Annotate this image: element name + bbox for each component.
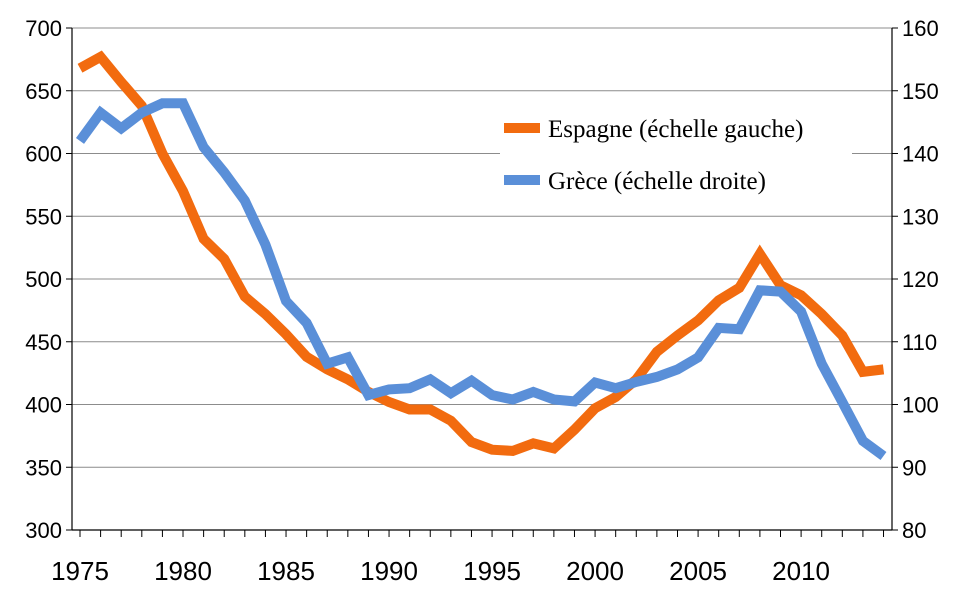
series-lines — [75, 50, 887, 461]
x-tick-label: 1995 — [463, 556, 521, 586]
series-line-grece — [75, 98, 887, 461]
y-right-tick-label: 90 — [902, 455, 926, 480]
y-left-tick-label: 500 — [25, 267, 62, 292]
y-right-tick-label: 150 — [902, 79, 939, 104]
y-left-tick-label: 350 — [25, 455, 62, 480]
x-tick-label: 1980 — [154, 556, 212, 586]
legend-label-grece: Grèce (échelle droite) — [548, 168, 766, 195]
y-left-tick-label: 700 — [25, 16, 62, 41]
y-left-tick-label: 400 — [25, 393, 62, 418]
legend-background — [500, 100, 852, 212]
y-right-tick-label: 110 — [902, 330, 937, 355]
y-left-tick-label: 450 — [25, 330, 62, 355]
x-tick-label: 2005 — [669, 556, 727, 586]
y-right-tick-label: 140 — [902, 142, 939, 167]
series-line-espagne — [77, 50, 885, 456]
y-left-tick-label: 650 — [25, 79, 62, 104]
y-right-tick-label: 120 — [902, 267, 939, 292]
y-right-tick-label: 100 — [902, 393, 939, 418]
x-tick-label: 2010 — [772, 556, 830, 586]
x-tick-label: 1990 — [360, 556, 418, 586]
axes: 300 350 400 450 500 550 600 650 700 80 90 100 110 120… — [25, 16, 938, 586]
y-right-tick-label: 80 — [902, 518, 926, 543]
x-tick-label: 2000 — [566, 556, 624, 586]
y-right-tick-label: 130 — [902, 204, 939, 229]
y-left-tick-label: 300 — [25, 518, 62, 543]
y-right-tick-label: 160 — [902, 16, 939, 41]
legend-label-espagne: Espagne (échelle gauche) — [548, 116, 803, 143]
x-tick-label: 1985 — [257, 556, 315, 586]
x-tick-label: 1975 — [51, 556, 109, 586]
y-left-tick-label: 600 — [25, 142, 62, 167]
legend: Espagne (échelle gauche) Grèce (échelle d… — [500, 100, 852, 212]
y-left-tick-label: 550 — [25, 204, 62, 229]
